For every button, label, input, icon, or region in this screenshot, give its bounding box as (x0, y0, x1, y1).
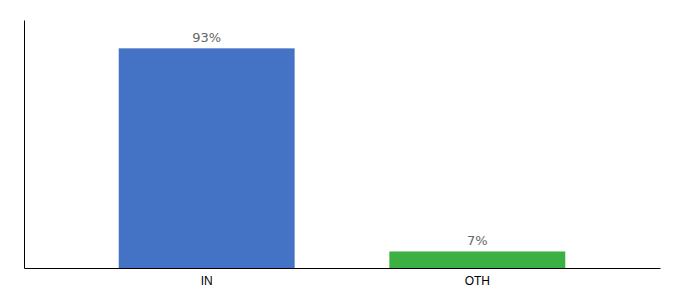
bar (119, 48, 295, 268)
x-tick: OTH (465, 274, 490, 288)
bar (389, 251, 565, 268)
x-axis: IN OTH (25, 269, 661, 288)
bars (119, 48, 566, 268)
data-label: 7% (467, 233, 488, 248)
x-axis-line (25, 268, 661, 269)
y-axis (24, 21, 25, 269)
x-tick-label: OTH (465, 274, 490, 288)
y-axis-line (24, 21, 25, 269)
x-tick: IN (201, 274, 213, 288)
plot: IN OTH 93% 7% (25, 21, 661, 288)
data-label: 93% (192, 30, 221, 45)
data-labels: 93% 7% (192, 30, 487, 248)
chart: IN OTH 93% 7% (0, 0, 680, 300)
x-tick-label: IN (201, 274, 213, 288)
